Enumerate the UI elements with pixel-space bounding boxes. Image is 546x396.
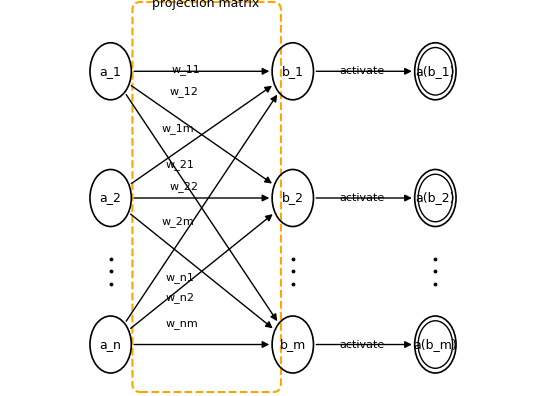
Text: activate: activate xyxy=(340,339,385,350)
Text: activate: activate xyxy=(340,193,385,203)
Text: w_22: w_22 xyxy=(169,181,198,192)
Text: a_2: a_2 xyxy=(100,192,122,204)
Text: a(b_m): a(b_m) xyxy=(413,338,457,351)
Text: w_2m: w_2m xyxy=(161,216,194,227)
Text: w_21: w_21 xyxy=(165,159,194,170)
Text: projection matrix: projection matrix xyxy=(152,0,259,10)
Text: a(b_1): a(b_1) xyxy=(416,65,455,78)
Text: w_nm: w_nm xyxy=(165,318,198,329)
Text: w_n1: w_n1 xyxy=(165,272,194,283)
Text: a(b_2): a(b_2) xyxy=(416,192,455,204)
Text: activate: activate xyxy=(340,66,385,76)
Text: b_m: b_m xyxy=(280,338,306,351)
Text: b_1: b_1 xyxy=(282,65,304,78)
Text: w_12: w_12 xyxy=(169,86,198,97)
Text: b_2: b_2 xyxy=(282,192,304,204)
Text: w_1m: w_1m xyxy=(161,123,194,134)
Text: a_n: a_n xyxy=(100,338,122,351)
Text: w_n2: w_n2 xyxy=(165,292,194,303)
Text: a_1: a_1 xyxy=(100,65,122,78)
Text: w_11: w_11 xyxy=(172,64,201,75)
